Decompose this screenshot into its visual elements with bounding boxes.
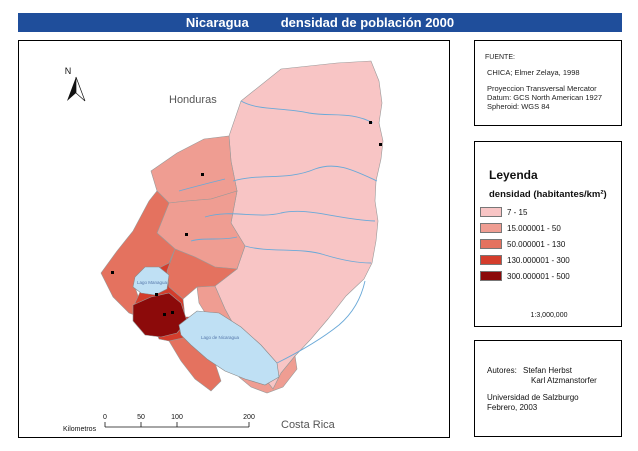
north-arrow-icon xyxy=(67,77,76,101)
legend-swatch xyxy=(480,239,502,249)
map-frame[interactable]: Honduras Costa Rica Lago Managua Lago de… xyxy=(18,40,450,438)
map-canvas[interactable]: Honduras Costa Rica Lago Managua Lago de… xyxy=(19,41,451,439)
scale-tick-50: 50 xyxy=(137,414,145,421)
legend-label: 7 - 15 xyxy=(507,207,528,217)
scale-unit-label: Kilometros xyxy=(63,426,97,433)
legend-label: 50.000001 - 130 xyxy=(507,239,566,249)
authors-label: Autores: xyxy=(487,366,517,375)
label-honduras: Honduras xyxy=(169,94,217,106)
author-name-2: Karl Atzmanstorfer xyxy=(531,376,597,385)
region-nueva-segovia[interactable] xyxy=(150,135,238,204)
legend-item: 300.000001 - 500 xyxy=(480,270,570,282)
label-lago-nicaragua: Lago de Nicaragua xyxy=(201,335,240,340)
title-topic: densidad de población 2000 xyxy=(280,15,455,30)
legend-item: 15.000001 - 50 xyxy=(480,222,561,234)
source-line-3: Datum: GCS North American 1927 xyxy=(487,93,603,102)
legend-swatch xyxy=(480,223,502,233)
author-name-1: Stefan Herbst xyxy=(523,366,572,375)
legend-label: 130.000001 - 300 xyxy=(507,255,570,265)
scale-bar: 0 50 100 200 Kilometros xyxy=(63,414,255,433)
authors-university: Universidad de Salzburgo xyxy=(487,393,579,402)
legend-subtitle: densidad (habitantes/km²) xyxy=(489,189,607,200)
legend-title: Leyenda xyxy=(489,168,538,182)
source-line-1: CHICA; Elmer Zelaya, 1998 xyxy=(487,68,580,77)
legend-item: 130.000001 - 300 xyxy=(480,254,570,266)
lake-managua[interactable] xyxy=(132,266,170,296)
rivers xyxy=(178,100,378,364)
title-bar: Nicaragua densidad de población 2000 xyxy=(18,13,622,32)
legend-label: 300.000001 - 500 xyxy=(507,271,570,281)
scale-tick-200: 200 xyxy=(243,414,255,421)
north-arrow: N xyxy=(65,66,86,102)
north-arrow-icon-half xyxy=(75,76,86,102)
scale-tick-0: 0 xyxy=(103,414,107,421)
title-country: Nicaragua xyxy=(185,15,249,30)
north-arrow-letter: N xyxy=(65,66,72,76)
legend-label: 15.000001 - 50 xyxy=(507,223,561,233)
legend-swatch xyxy=(480,271,502,281)
scale-tick-100: 100 xyxy=(171,414,183,421)
authors-date: Febrero, 2003 xyxy=(487,403,538,412)
label-lago-managua: Lago Managua xyxy=(137,280,168,285)
source-label: FUENTE: xyxy=(485,54,515,61)
authors-panel: Autores: Stefan Herbst Karl Atzmanstorfe… xyxy=(474,340,622,437)
legend-swatch xyxy=(480,255,502,265)
legend-item: 50.000001 - 130 xyxy=(480,238,565,250)
source-line-4: Spheroid: WGS 84 xyxy=(487,102,550,111)
legend-swatch xyxy=(480,207,502,217)
legend-item: 7 - 15 xyxy=(480,206,527,218)
legend-scale: 1:3,000,000 xyxy=(530,312,568,319)
lake-nicaragua[interactable] xyxy=(178,310,280,386)
legend-panel: Leyenda densidad (habitantes/km²) 7 - 15… xyxy=(474,141,622,327)
city-markers xyxy=(111,121,382,316)
source-panel: FUENTE: CHICA; Elmer Zelaya, 1998 Proyec… xyxy=(474,40,622,126)
source-line-2: Proyeccion Transversal Mercator xyxy=(487,84,597,93)
label-costa-rica: Costa Rica xyxy=(281,419,336,431)
